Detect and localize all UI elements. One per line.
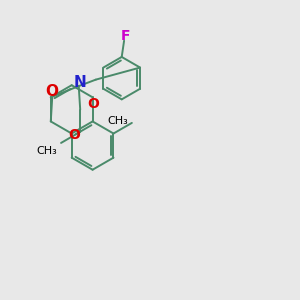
Text: F: F xyxy=(121,29,130,43)
Text: N: N xyxy=(73,75,86,90)
Text: CH₃: CH₃ xyxy=(37,146,58,156)
Text: O: O xyxy=(87,97,99,111)
Text: CH₃: CH₃ xyxy=(108,116,128,126)
Text: O: O xyxy=(46,85,59,100)
Text: O: O xyxy=(68,128,80,142)
